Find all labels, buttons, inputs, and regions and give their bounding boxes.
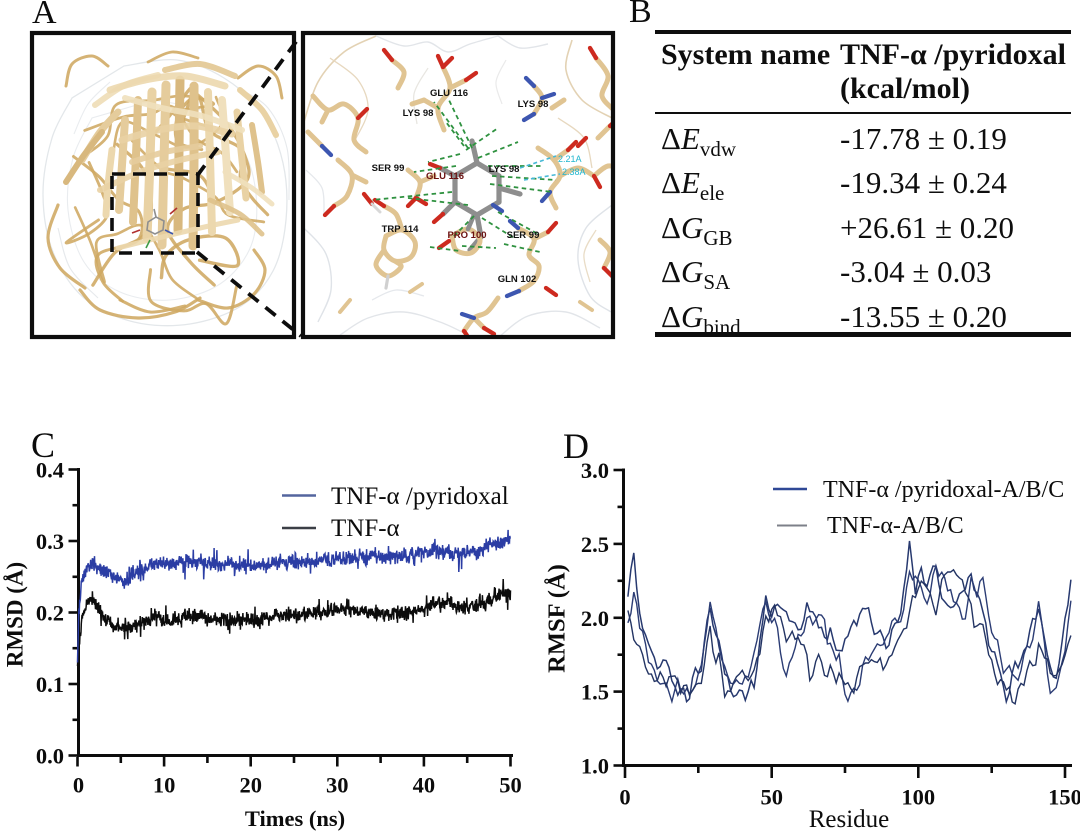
svg-text:2.38A: 2.38A bbox=[562, 167, 586, 177]
svg-text:1.0: 1.0 bbox=[581, 754, 609, 779]
svg-text:2.21A: 2.21A bbox=[558, 154, 582, 164]
svg-text:TNF-α /pyridoxal-A/B/C: TNF-α /pyridoxal-A/B/C bbox=[823, 477, 1064, 503]
svg-text:0.3: 0.3 bbox=[36, 529, 64, 554]
svg-text:10: 10 bbox=[153, 773, 176, 798]
svg-text:0.1: 0.1 bbox=[36, 672, 64, 697]
svg-text:0.4: 0.4 bbox=[36, 458, 64, 483]
svg-text:LYS 98: LYS 98 bbox=[489, 164, 520, 175]
svg-text:LYS 98: LYS 98 bbox=[518, 99, 549, 110]
svg-text:SER 99: SER 99 bbox=[507, 230, 540, 241]
svg-text:SER 99: SER 99 bbox=[372, 163, 405, 174]
svg-text:GLU 116: GLU 116 bbox=[426, 171, 464, 182]
svg-text:LYS 98: LYS 98 bbox=[403, 108, 434, 119]
svg-text:40: 40 bbox=[413, 773, 436, 798]
svg-text:100: 100 bbox=[901, 785, 935, 810]
svg-text:30: 30 bbox=[326, 773, 349, 798]
svg-text:RMSD (Å): RMSD (Å) bbox=[3, 562, 28, 667]
svg-text:0: 0 bbox=[73, 773, 84, 798]
svg-text:TNF-α-A/B/C: TNF-α-A/B/C bbox=[827, 513, 964, 539]
svg-text:0.2: 0.2 bbox=[36, 601, 64, 626]
svg-text:150: 150 bbox=[1048, 785, 1080, 810]
svg-text:20: 20 bbox=[239, 773, 262, 798]
svg-text:Times (ns): Times (ns) bbox=[245, 806, 345, 831]
svg-text:0: 0 bbox=[619, 785, 630, 810]
svg-text:RMSF (Å): RMSF (Å) bbox=[543, 564, 571, 673]
svg-text:GLN 102: GLN 102 bbox=[498, 274, 537, 285]
svg-text:50: 50 bbox=[499, 773, 522, 798]
svg-text:2.5: 2.5 bbox=[581, 532, 609, 557]
svg-text:50: 50 bbox=[760, 785, 783, 810]
svg-text:1.5: 1.5 bbox=[581, 680, 609, 705]
svg-text:TRP 114: TRP 114 bbox=[382, 224, 420, 235]
svg-text:0.0: 0.0 bbox=[36, 744, 64, 769]
svg-text:GLU 116: GLU 116 bbox=[430, 88, 468, 99]
svg-text:TNF-α: TNF-α bbox=[331, 515, 400, 542]
svg-text:PRO 100: PRO 100 bbox=[447, 230, 486, 241]
svg-text:Residue: Residue bbox=[809, 806, 890, 833]
svg-text:TNF-α /pyridoxal: TNF-α /pyridoxal bbox=[331, 483, 509, 510]
svg-text:2.0: 2.0 bbox=[581, 606, 609, 631]
svg-text:3.0: 3.0 bbox=[581, 458, 609, 483]
